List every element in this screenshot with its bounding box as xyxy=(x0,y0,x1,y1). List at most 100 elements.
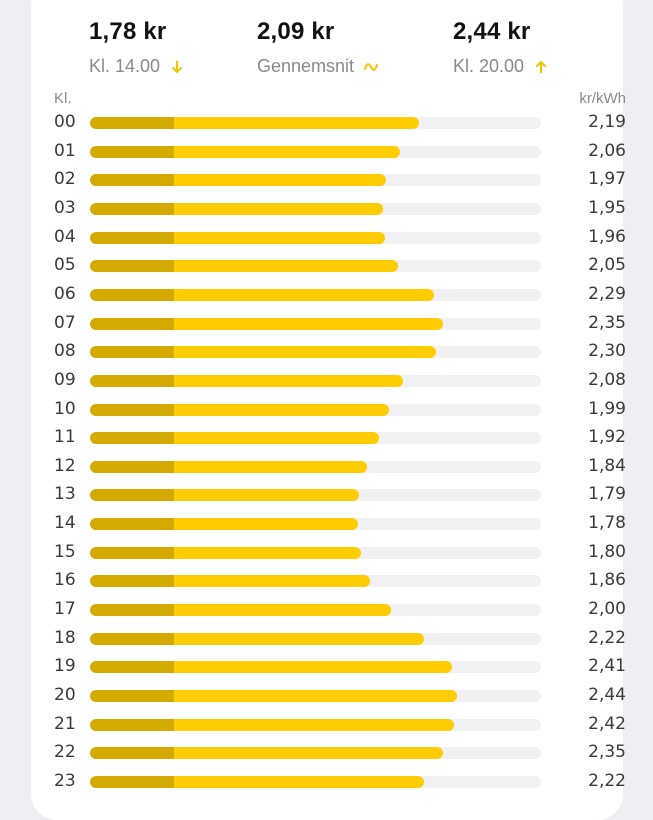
arrow-down-icon xyxy=(172,60,183,73)
price-bar-base xyxy=(90,317,175,330)
max-price-label: Kl. 20.00 xyxy=(453,56,525,76)
hour-label: 08 xyxy=(54,341,76,362)
price-value-label: 2,30 xyxy=(588,341,626,362)
price-bar-base xyxy=(90,489,175,502)
hour-label: 02 xyxy=(54,169,76,190)
bar-track xyxy=(90,575,541,588)
price-bar xyxy=(90,317,444,330)
bar-track xyxy=(90,489,541,502)
bar-track xyxy=(90,661,541,674)
hour-label: 01 xyxy=(54,140,76,161)
hour-label: 12 xyxy=(54,455,76,476)
hour-label: 16 xyxy=(54,570,76,591)
bar-track xyxy=(90,718,541,731)
price-value-label: 2,41 xyxy=(588,656,626,677)
price-bar-base xyxy=(90,231,175,244)
price-value-label: 2,08 xyxy=(588,369,626,390)
price-bar xyxy=(90,288,435,301)
price-bar-base xyxy=(90,747,175,760)
price-bar-base xyxy=(90,145,175,158)
hour-axis-label: Kl. xyxy=(54,90,72,107)
price-bar-base xyxy=(90,546,175,559)
price-value-label: 1,92 xyxy=(588,427,626,448)
bar-track xyxy=(90,174,541,187)
price-bar-base xyxy=(90,288,175,301)
hour-label: 13 xyxy=(54,484,76,505)
bar-track xyxy=(90,231,541,244)
price-bar-base xyxy=(90,174,175,187)
average-price-value: 2,09 kr xyxy=(257,18,335,45)
bar-track xyxy=(90,775,541,788)
price-value-label: 2,29 xyxy=(588,283,626,304)
bar-track xyxy=(90,117,541,129)
price-value-label: 2,42 xyxy=(588,713,626,734)
hour-label: 00 xyxy=(54,112,76,132)
min-price-label: Kl. 14.00 xyxy=(89,56,161,76)
price-value-label: 1,79 xyxy=(588,484,626,505)
hour-label: 05 xyxy=(54,255,76,276)
hourly-price-chart: 00 2,19 01 2,06 02 1,97 03 1,95 04 1,96 05 2,05 06 2,… xyxy=(54,112,626,791)
price-bar-base xyxy=(90,718,175,731)
price-value-label: 2,35 xyxy=(588,312,626,333)
hour-label: 06 xyxy=(54,283,76,304)
hour-label: 22 xyxy=(54,742,76,763)
bar-track xyxy=(90,632,541,645)
price-bar-base xyxy=(90,575,175,588)
price-value-label: 1,97 xyxy=(588,169,626,190)
price-value-label: 1,78 xyxy=(588,513,626,534)
price-bar xyxy=(90,346,436,359)
price-value-label: 2,22 xyxy=(588,627,626,648)
max-price-label-row: Kl. 20.00 xyxy=(453,56,549,77)
price-value-label: 2,44 xyxy=(588,685,626,705)
hour-label: 10 xyxy=(54,398,76,419)
price-bar-base xyxy=(90,432,175,445)
bar-track xyxy=(90,317,541,330)
bar-track xyxy=(90,518,541,531)
hour-label: 19 xyxy=(54,656,76,677)
price-bar-base xyxy=(90,202,175,215)
price-bar xyxy=(90,690,457,702)
price-value-label: 1,86 xyxy=(588,570,626,591)
price-value-label: 1,96 xyxy=(588,226,626,247)
hour-label: 20 xyxy=(54,685,76,705)
price-value-label: 1,84 xyxy=(588,455,626,476)
hour-label: 18 xyxy=(54,627,76,648)
price-bar-base xyxy=(90,775,175,788)
price-bar-base xyxy=(90,346,175,359)
price-value-label: 2,35 xyxy=(588,742,626,763)
price-value-label: 2,22 xyxy=(588,770,626,791)
bar-track xyxy=(90,346,541,359)
min-price-label-row: Kl. 14.00 xyxy=(89,56,185,77)
price-bar-base xyxy=(90,661,175,674)
bar-track xyxy=(90,690,541,702)
hour-label: 14 xyxy=(54,513,76,534)
price-value-label: 2,00 xyxy=(588,599,626,620)
hour-label: 23 xyxy=(54,770,76,791)
price-bar-base xyxy=(90,460,175,473)
price-value-label: 2,06 xyxy=(588,140,626,161)
price-value-label: 2,05 xyxy=(588,255,626,276)
bar-track xyxy=(90,403,541,416)
hour-label: 15 xyxy=(54,541,76,562)
price-bar xyxy=(90,747,444,760)
average-price-label: Gennemsnit xyxy=(257,56,355,76)
price-bar-base xyxy=(90,374,175,387)
arrow-up-icon xyxy=(536,60,547,73)
bar-track xyxy=(90,374,541,387)
price-bar-base xyxy=(90,117,175,129)
price-value-label: 1,95 xyxy=(588,197,626,218)
min-price-value: 1,78 kr xyxy=(89,18,167,45)
hour-label: 21 xyxy=(54,713,76,734)
price-bar-base xyxy=(90,632,175,645)
bar-track xyxy=(90,288,541,301)
price-bar-base xyxy=(90,260,175,273)
bar-track xyxy=(90,604,541,617)
bar-track xyxy=(90,202,541,215)
tilde-trend-icon xyxy=(364,62,379,71)
price-bar-base xyxy=(90,604,175,617)
price-bar xyxy=(90,661,453,674)
hour-label: 04 xyxy=(54,226,76,247)
hour-label: 11 xyxy=(54,427,76,448)
bar-track xyxy=(90,460,541,473)
price-value-label: 1,80 xyxy=(588,541,626,562)
